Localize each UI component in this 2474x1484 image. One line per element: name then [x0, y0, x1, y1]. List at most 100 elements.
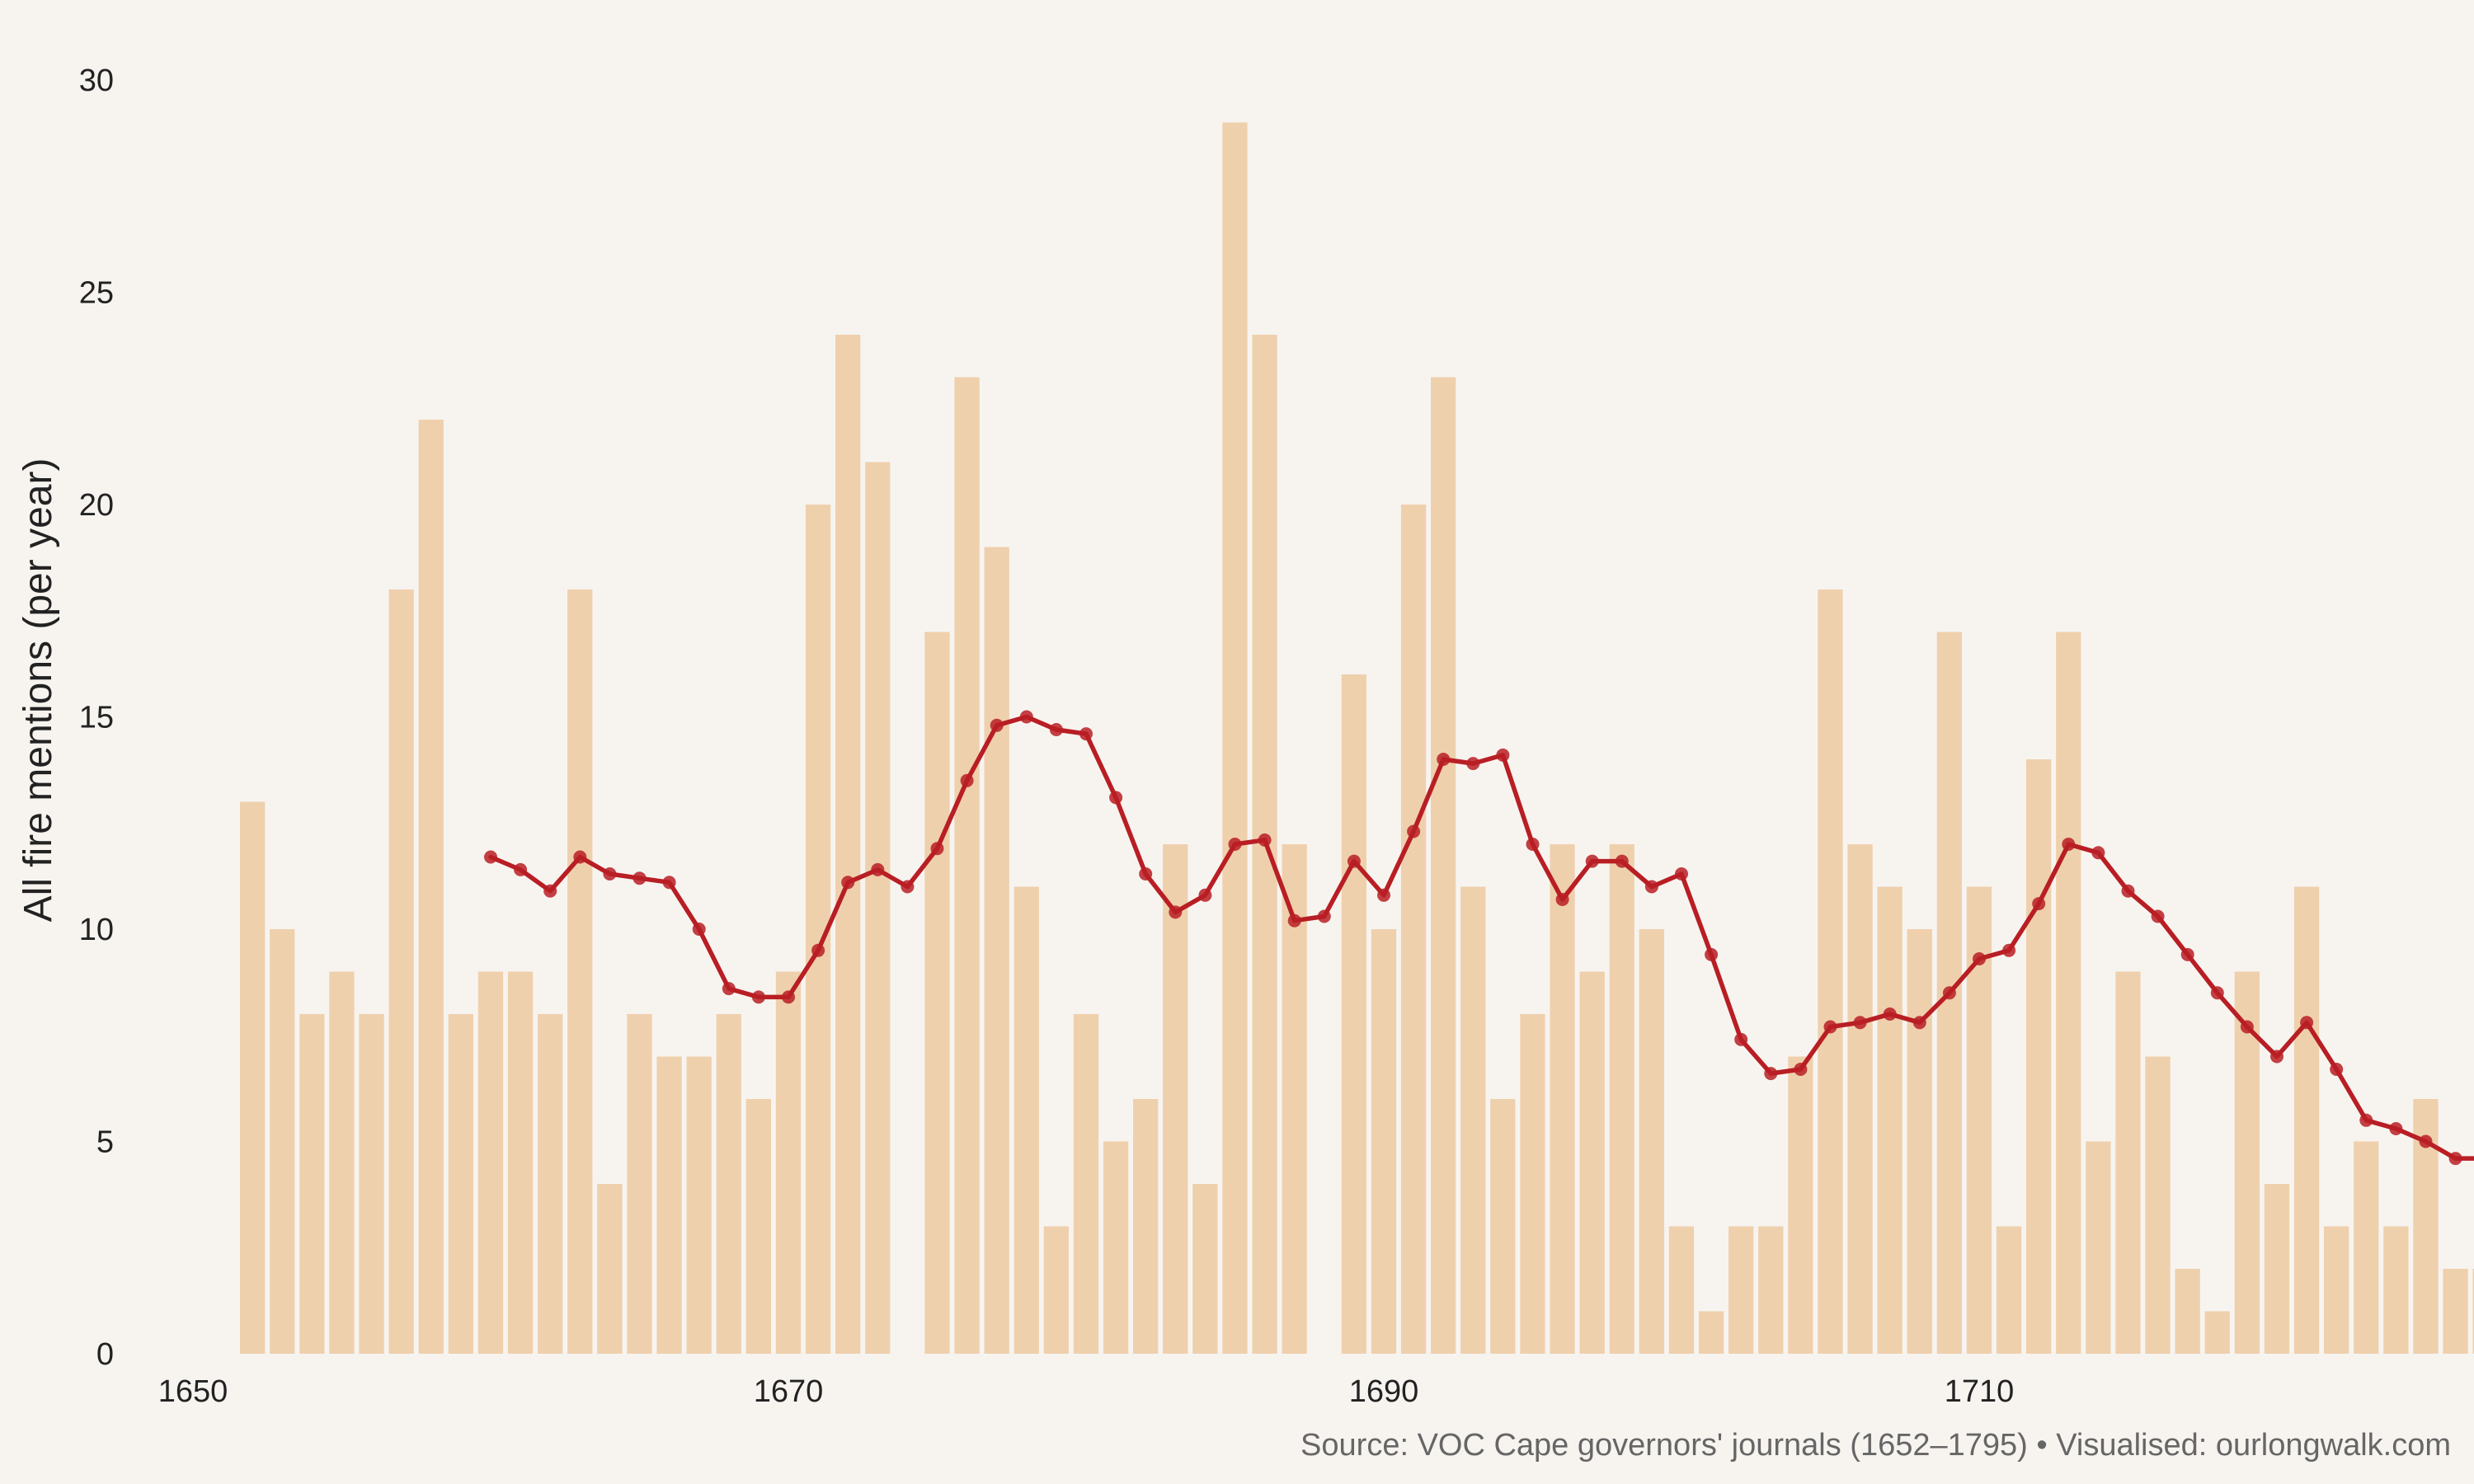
line-point-1721: [2300, 1016, 2314, 1030]
moving-average-series: [488, 714, 2474, 1161]
line-point-1677: [990, 718, 1004, 732]
line-point-1722: [2330, 1063, 2344, 1076]
moving-average-points: [484, 710, 2462, 1166]
line-point-1667: [692, 923, 706, 936]
line-point-1719: [2240, 1020, 2254, 1034]
line-point-1717: [2180, 947, 2194, 961]
line-point-1680: [1079, 727, 1093, 741]
line-point-1718: [2210, 986, 2224, 1000]
bar-1656: [359, 1014, 384, 1354]
x-tick-label: 1690: [1349, 1374, 1419, 1409]
bar-1706: [1847, 844, 1873, 1354]
bar-1712: [2026, 759, 2052, 1354]
bar-1694: [1490, 1099, 1516, 1354]
bar-1667: [686, 1056, 712, 1354]
y-tick-label: 15: [79, 701, 114, 735]
line-point-1665: [633, 871, 647, 885]
bar-1723: [2354, 1141, 2379, 1354]
bar-1721: [2293, 886, 2320, 1354]
line-point-1726: [2448, 1152, 2462, 1166]
bar-1675: [924, 632, 950, 1354]
y-tick-label: 10: [79, 913, 114, 947]
bar-1676: [954, 377, 980, 1354]
line-point-1682: [1139, 867, 1153, 881]
line-point-1676: [960, 773, 974, 787]
line-point-1724: [2389, 1122, 2403, 1135]
line-point-1701: [1705, 947, 1719, 961]
line-point-1714: [2091, 846, 2105, 860]
bar-1652: [240, 801, 266, 1354]
bar-1705: [1818, 589, 1843, 1354]
bar-1691: [1400, 505, 1427, 1354]
bar-1672: [835, 335, 861, 1354]
bar-1690: [1371, 929, 1397, 1354]
line-point-1694: [1496, 748, 1510, 762]
bar-1701: [1698, 1311, 1724, 1354]
bar-1704: [1788, 1056, 1813, 1354]
bar-1708: [1907, 929, 1932, 1354]
bar-1692: [1431, 377, 1456, 1354]
y-tick-label: 30: [79, 63, 114, 98]
line-point-1698: [1615, 854, 1629, 868]
bar-1677: [984, 547, 1009, 1354]
line-point-1666: [662, 876, 676, 890]
line-point-1687: [1287, 913, 1301, 928]
bar-1663: [567, 589, 593, 1354]
bar-1669: [745, 1099, 771, 1354]
bar-1717: [2175, 1269, 2200, 1354]
line-point-1703: [1764, 1067, 1778, 1081]
line-point-1683: [1169, 905, 1183, 919]
line-point-1720: [2270, 1050, 2284, 1064]
bar-1679: [1043, 1226, 1069, 1354]
line-point-1712: [2032, 897, 2046, 911]
x-tick-label: 1710: [1945, 1374, 2015, 1409]
bar-1658: [418, 420, 444, 1354]
line-point-1716: [2151, 909, 2165, 923]
bar-1668: [716, 1014, 741, 1354]
bar-1660: [477, 971, 504, 1354]
y-tick-label: 20: [79, 488, 114, 523]
line-point-1678: [1019, 710, 1033, 724]
bar-1711: [1996, 1226, 2022, 1354]
bar-1659: [448, 1014, 473, 1354]
y-axis-label: All fire mentions (per year): [16, 458, 60, 923]
y-tick-label: 5: [96, 1125, 114, 1160]
bar-1693: [1460, 886, 1486, 1354]
line-point-1693: [1466, 757, 1480, 771]
line-point-1689: [1347, 854, 1361, 868]
bar-1707: [1877, 886, 1903, 1354]
line-point-1690: [1377, 888, 1390, 902]
bar-1703: [1758, 1226, 1784, 1354]
line-point-1675: [930, 842, 944, 856]
bar-1657: [388, 589, 414, 1354]
bar-1689: [1341, 674, 1366, 1354]
moving-average-line: [488, 714, 2474, 1161]
line-point-1708: [1912, 1016, 1926, 1030]
bar-1716: [2145, 1056, 2171, 1354]
line-point-1664: [603, 867, 617, 881]
bar-1681: [1103, 1141, 1129, 1354]
bar-1726: [2443, 1269, 2468, 1354]
line-point-1713: [2062, 838, 2076, 851]
bar-1665: [627, 1014, 652, 1354]
bar-1720: [2264, 1184, 2290, 1354]
line-point-1692: [1437, 753, 1451, 766]
line-point-1661: [514, 862, 528, 876]
bar-1678: [1014, 886, 1039, 1354]
y-tick-label: 25: [79, 276, 114, 311]
line-point-1662: [543, 884, 557, 898]
line-point-1704: [1794, 1063, 1808, 1076]
bar-1696: [1550, 844, 1575, 1354]
line-point-1670: [782, 990, 795, 1004]
line-point-1691: [1407, 824, 1421, 838]
bar-1715: [2115, 971, 2141, 1354]
bar-1698: [1609, 844, 1634, 1354]
line-point-1681: [1109, 791, 1123, 805]
bar-1700: [1668, 1226, 1695, 1354]
bar-1713: [2056, 632, 2081, 1354]
line-point-1696: [1555, 893, 1569, 906]
bar-1682: [1133, 1099, 1159, 1354]
line-point-1706: [1853, 1016, 1867, 1030]
line-point-1673: [871, 862, 885, 876]
